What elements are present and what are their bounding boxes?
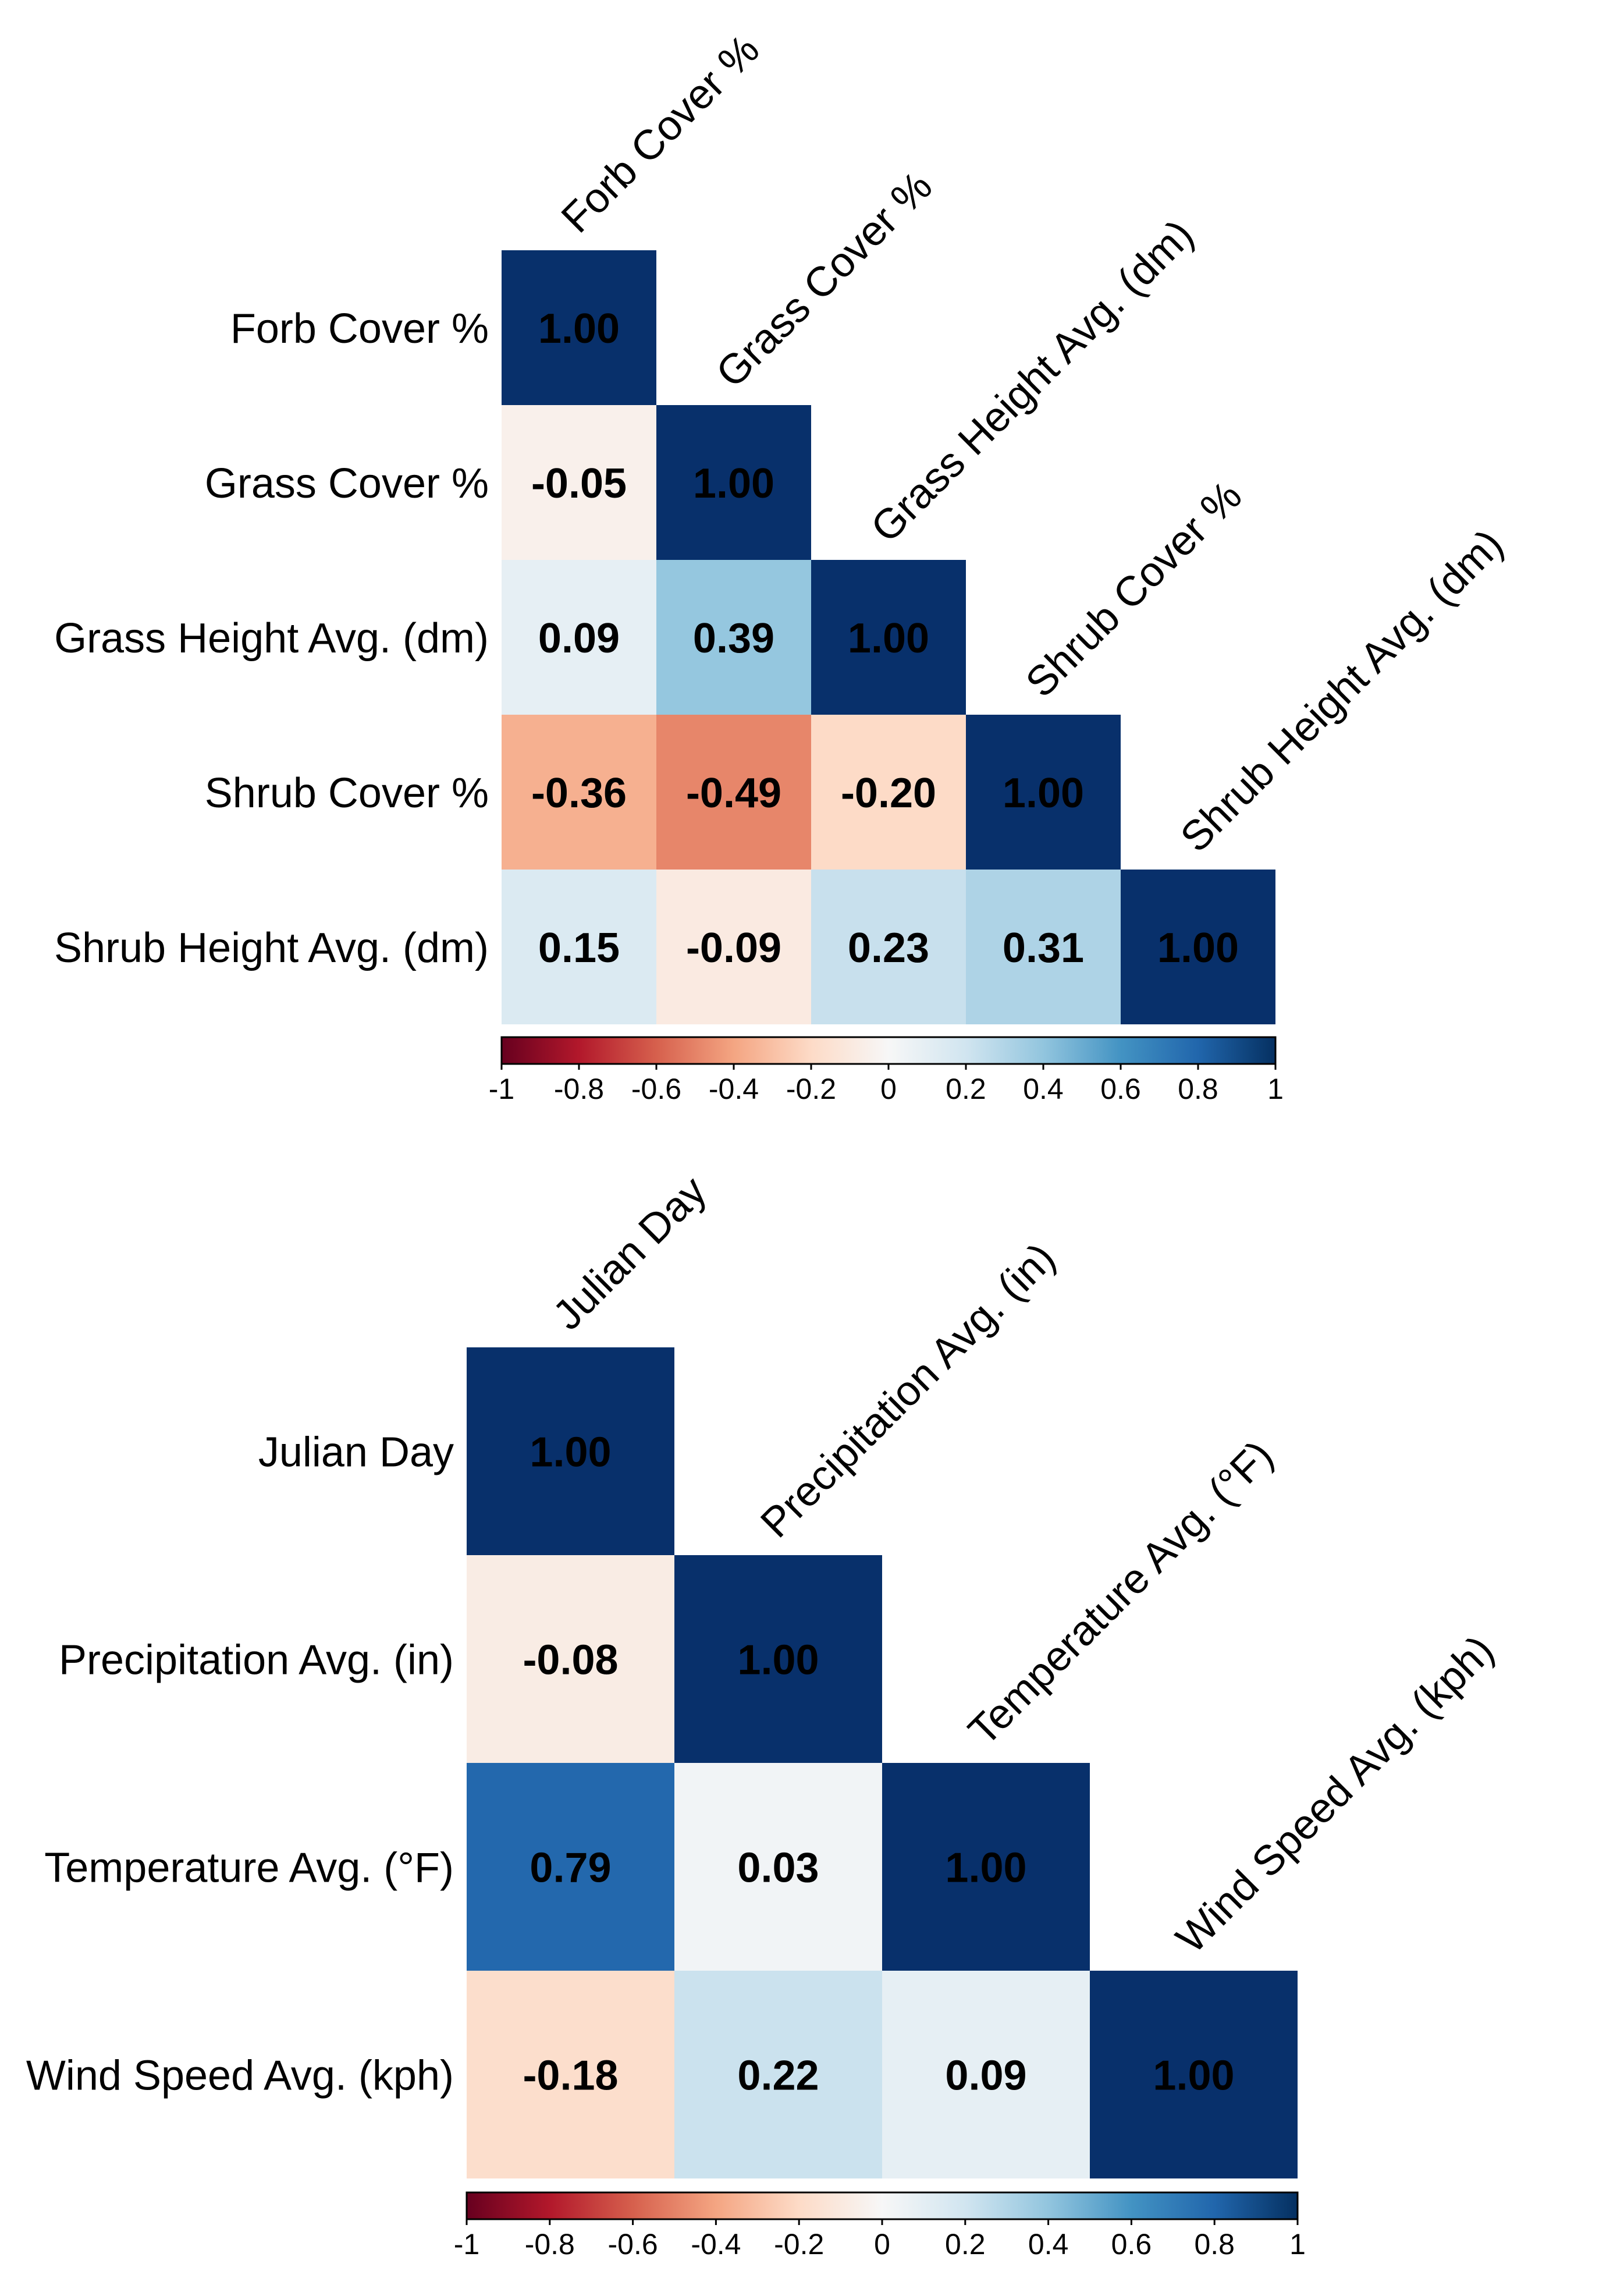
colorbar-tick-label: 0.6 xyxy=(1111,2228,1152,2261)
colorbar-tick-label: -0.8 xyxy=(525,2228,575,2261)
colorbar-tick-label: -1 xyxy=(489,1073,514,1105)
colorbar-tick-label: 0.8 xyxy=(1178,1073,1218,1105)
cell-value-label: 0.09 xyxy=(945,2052,1026,2099)
heatmap-cell xyxy=(674,1555,882,1763)
cell-value-label: -0.18 xyxy=(523,2052,618,2099)
cell-value-label: 0.39 xyxy=(693,615,774,662)
colorbar-tick-label: 0 xyxy=(874,2228,890,2261)
colorbar-tick-label: -0.2 xyxy=(774,2228,824,2261)
heatmap-cell xyxy=(502,405,656,560)
cell-value-label: 0.03 xyxy=(737,1844,819,1891)
colorbar-tick-label: 0.6 xyxy=(1100,1073,1141,1105)
heatmap-cell xyxy=(674,1763,882,1971)
cell-value-label: 1.00 xyxy=(1153,2052,1234,2099)
colorbar-tick-label: 0.4 xyxy=(1023,1073,1064,1105)
heatmap-cell xyxy=(502,870,656,1024)
cell-value-label: -0.49 xyxy=(686,770,781,817)
heatmap-cell xyxy=(656,405,811,560)
heatmap-cell xyxy=(502,715,656,870)
heatmap-cell xyxy=(656,870,811,1024)
column-label: Grass Height Avg. (dm) xyxy=(862,211,1203,552)
cell-value-label: 0.15 xyxy=(538,925,620,971)
heatmap-cell xyxy=(1121,870,1275,1024)
cell-value-label: 0.23 xyxy=(848,925,929,971)
heatmap-cell xyxy=(811,560,966,715)
colorbar xyxy=(500,1036,1277,1065)
column-label: Precipitation Avg. (in) xyxy=(752,1234,1064,1547)
column-label: Julian Day xyxy=(544,1168,715,1339)
heatmap-cell xyxy=(882,1763,1090,1971)
heatmap-cell xyxy=(502,250,656,405)
cell-value-label: 1.00 xyxy=(737,1637,819,1683)
column-label: Grass Cover % xyxy=(708,163,941,397)
heatmap-cell xyxy=(811,715,966,870)
heatmap-cell xyxy=(656,560,811,715)
colorbar-tick-label: 0 xyxy=(880,1073,897,1105)
cell-value-label: 0.79 xyxy=(530,1844,611,1891)
colorbar-tick-label: -0.2 xyxy=(786,1073,836,1105)
colorbar-tick-label: -0.6 xyxy=(608,2228,658,2261)
row-label: Wind Speed Avg. (kph) xyxy=(26,2052,454,2099)
heatmap-cell xyxy=(1090,1971,1298,2178)
row-label: Grass Height Avg. (dm) xyxy=(54,615,489,662)
heatmap-cell xyxy=(966,870,1121,1024)
row-label: Grass Cover % xyxy=(205,460,489,507)
colorbar-tick-label: -0.4 xyxy=(709,1073,759,1105)
heatmap-cell xyxy=(674,1971,882,2178)
colorbar-tick-label: 0.2 xyxy=(945,2228,986,2261)
column-label: Shrub Cover % xyxy=(1017,473,1251,707)
column-label: Shrub Height Avg. (dm) xyxy=(1172,521,1512,861)
column-label: Forb Cover % xyxy=(553,26,769,242)
colorbar-tick-label: 0.2 xyxy=(946,1073,986,1105)
colorbar-tick-label: -0.6 xyxy=(631,1073,681,1105)
row-label: Shrub Cover % xyxy=(205,770,489,817)
column-label: Wind Speed Avg. (kph) xyxy=(1167,1627,1502,1962)
cell-value-label: -0.09 xyxy=(686,925,781,971)
weather-correlation-panel: 1.00 -0.08 1.00 0.79 0.03 1.00 -0.18 0.22 0.09 1.… xyxy=(26,1168,1503,2261)
heatmap-cell xyxy=(467,1763,674,1971)
cell-value-label: 1.00 xyxy=(848,615,929,662)
cell-value-label: 1.00 xyxy=(945,1844,1026,1891)
row-label: Forb Cover % xyxy=(230,306,489,352)
heatmap-cell xyxy=(811,870,966,1024)
colorbar-tick-label: -1 xyxy=(454,2228,479,2261)
habitat-correlation-panel: 1.00-0.05 1.000.09 0.39 1.00-0.36 -0.49 -0.20… xyxy=(54,26,1512,1105)
heatmap-cell xyxy=(467,1555,674,1763)
heatmap-cell xyxy=(656,715,811,870)
colorbar-tick-label: 1 xyxy=(1289,2228,1306,2261)
cell-value-label: -0.05 xyxy=(531,460,627,507)
colorbar-tick-label: 0.4 xyxy=(1028,2228,1069,2261)
colorbar-tick-label: -0.8 xyxy=(554,1073,604,1105)
cell-value-label: 0.09 xyxy=(538,615,620,662)
row-label: Julian Day xyxy=(258,1429,454,1475)
row-label: Shrub Height Avg. (dm) xyxy=(54,925,489,971)
cell-value-label: 1.00 xyxy=(1157,925,1239,971)
heatmap-cell xyxy=(502,560,656,715)
cell-value-label: 1.00 xyxy=(1003,770,1084,817)
cell-value-label: 1.00 xyxy=(693,460,774,507)
column-label: Temperature Avg. (°F) xyxy=(960,1432,1282,1754)
heatmap-cell xyxy=(467,1347,674,1555)
colorbar xyxy=(465,2191,1299,2220)
heatmap-cell xyxy=(966,715,1121,870)
cell-value-label: 1.00 xyxy=(530,1429,611,1475)
row-label: Precipitation Avg. (in) xyxy=(59,1637,454,1683)
cell-value-label: 0.22 xyxy=(737,2052,819,2099)
colorbar-tick-label: 1 xyxy=(1267,1073,1284,1105)
heatmap-cell xyxy=(467,1971,674,2178)
row-label: Temperature Avg. (°F) xyxy=(44,1844,454,1891)
cell-value-label: -0.08 xyxy=(523,1637,618,1683)
colorbar-tick-label: -0.4 xyxy=(691,2228,741,2261)
cell-value-label: 0.31 xyxy=(1003,925,1084,971)
cell-value-label: -0.20 xyxy=(841,770,936,817)
cell-value-label: -0.36 xyxy=(531,770,627,817)
heatmap-cell xyxy=(882,1971,1090,2178)
cell-value-label: 1.00 xyxy=(538,306,620,352)
colorbar-tick-label: 0.8 xyxy=(1194,2228,1235,2261)
